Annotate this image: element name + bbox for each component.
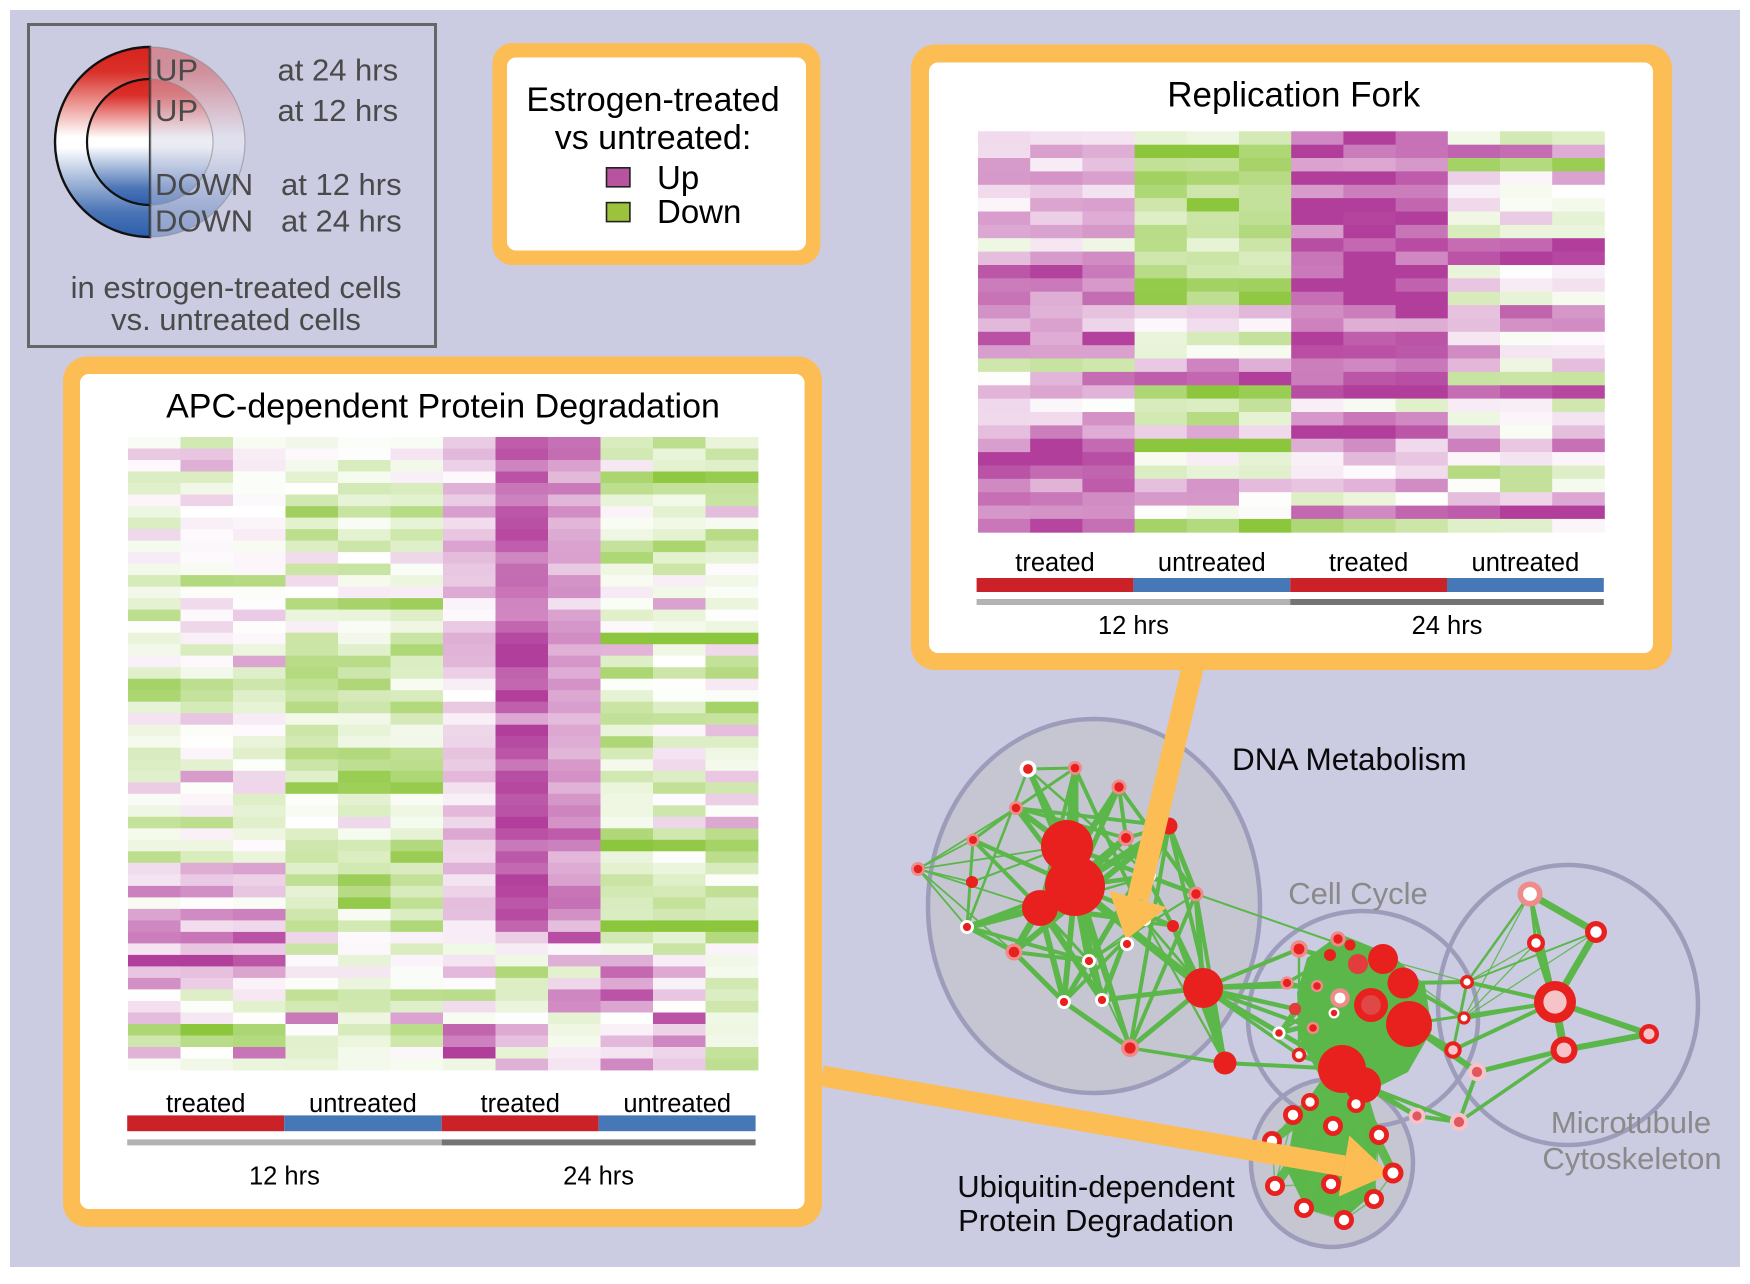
svg-text:Replication Fork: Replication Fork (1167, 76, 1420, 115)
svg-text:Protein Degradation: Protein Degradation (958, 1203, 1234, 1238)
svg-text:vs. untreated cells: vs. untreated cells (111, 302, 361, 337)
svg-text:UP: UP (155, 53, 198, 88)
svg-text:Microtubule: Microtubule (1551, 1105, 1711, 1140)
svg-text:UP: UP (155, 93, 198, 128)
svg-text:24 hrs: 24 hrs (563, 1163, 634, 1191)
svg-text:untreated: untreated (1158, 549, 1266, 577)
svg-text:in estrogen-treated cells: in estrogen-treated cells (71, 270, 402, 305)
svg-text:DOWN: DOWN (155, 167, 253, 202)
svg-text:APC-dependent Protein Degradat: APC-dependent Protein Degradation (166, 387, 720, 425)
svg-text:at 12 hrs: at 12 hrs (278, 93, 399, 128)
svg-text:untreated: untreated (1472, 549, 1580, 577)
svg-text:Ubiquitin-dependent: Ubiquitin-dependent (957, 1169, 1235, 1204)
svg-text:untreated: untreated (309, 1090, 417, 1118)
svg-text:12 hrs: 12 hrs (249, 1163, 320, 1191)
svg-text:treated: treated (166, 1090, 245, 1118)
svg-text:Estrogen-treated: Estrogen-treated (526, 81, 779, 119)
svg-text:Cytoskeleton: Cytoskeleton (1542, 1141, 1721, 1176)
svg-text:DNA Metabolism: DNA Metabolism (1232, 741, 1467, 777)
svg-text:at 24 hrs: at 24 hrs (278, 53, 399, 88)
svg-text:at 24 hrs: at 24 hrs (281, 204, 402, 239)
svg-text:at 12 hrs: at 12 hrs (281, 167, 402, 202)
svg-text:vs untreated:: vs untreated: (555, 119, 752, 157)
svg-text:treated: treated (1015, 549, 1094, 577)
svg-text:Cell Cycle: Cell Cycle (1288, 876, 1428, 911)
svg-text:12 hrs: 12 hrs (1098, 612, 1169, 640)
svg-text:24 hrs: 24 hrs (1412, 612, 1483, 640)
svg-text:treated: treated (1329, 549, 1408, 577)
svg-text:DOWN: DOWN (155, 204, 253, 239)
svg-text:Down: Down (657, 193, 741, 230)
svg-text:treated: treated (481, 1090, 560, 1118)
svg-text:untreated: untreated (623, 1090, 731, 1118)
svg-text:Up: Up (657, 159, 699, 196)
